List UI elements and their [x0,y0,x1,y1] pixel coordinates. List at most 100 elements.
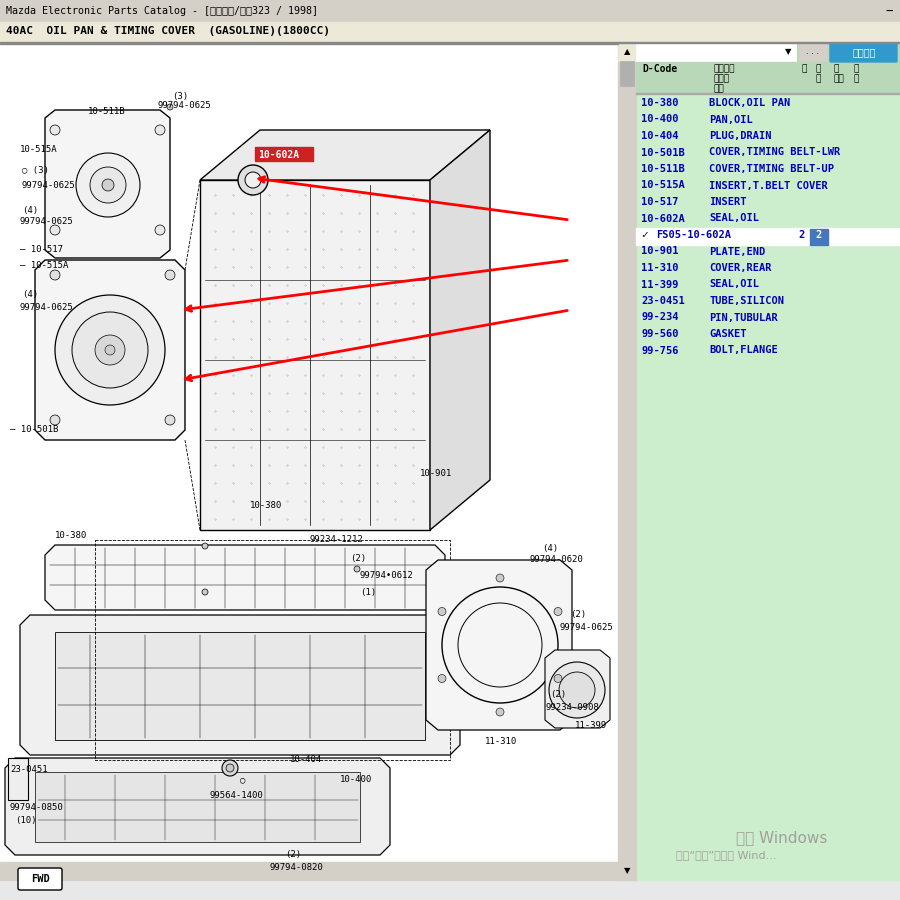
Text: PAN,OIL: PAN,OIL [709,114,752,124]
Bar [620,61,634,86]
Text: 99234-1212: 99234-1212 [310,536,364,544]
Circle shape [155,125,165,135]
Text: TUBE,SILICON: TUBE,SILICON [709,296,784,306]
Text: GASKET: GASKET [709,329,746,339]
Circle shape [238,165,268,195]
Circle shape [438,674,446,682]
Text: 订: 订 [816,64,822,73]
Bar [618,43,636,61]
Text: 11-399: 11-399 [641,280,679,290]
Polygon shape [200,180,430,530]
Text: FWD: FWD [31,874,50,884]
Text: 息。: 息。 [833,74,844,83]
Text: D-Code: D-Code [642,64,677,74]
Circle shape [554,608,562,616]
Circle shape [554,674,562,682]
Circle shape [102,179,114,191]
Text: — 10-515A: — 10-515A [20,260,68,269]
Text: 99-234: 99-234 [641,312,679,322]
Text: 99794-0625: 99794-0625 [560,624,614,633]
Text: 转到“设置”以激活 Wind...: 转到“设置”以激活 Wind... [676,850,777,860]
Bar [618,43,636,880]
Text: (2): (2) [550,690,566,699]
Bar [255,147,313,161]
Text: Mazda Electronic Parts Catalog - [目象图像/文本323 / 1998]: Mazda Electronic Parts Catalog - [目象图像/文… [6,6,318,16]
Circle shape [226,764,234,772]
Text: (4): (4) [542,544,558,553]
Text: FS05-10-602A: FS05-10-602A [656,230,731,240]
Text: 10-400: 10-400 [641,114,679,124]
Circle shape [549,662,605,718]
Text: 23-0451: 23-0451 [10,766,48,775]
Text: 10-901: 10-901 [641,247,679,256]
Text: 10-501B: 10-501B [641,148,685,157]
Text: 99794-0620: 99794-0620 [530,555,584,564]
Text: COVER,TIMING BELT-LWR: COVER,TIMING BELT-LWR [709,148,841,157]
Circle shape [55,295,165,405]
Circle shape [202,543,208,549]
Text: 购: 购 [816,74,822,83]
Polygon shape [45,545,445,610]
Circle shape [222,760,238,776]
Bar [636,228,900,245]
Text: 10-511B: 10-511B [641,164,685,174]
Polygon shape [545,650,610,728]
Text: 99794-0850: 99794-0850 [10,804,64,813]
Text: (2): (2) [350,554,366,562]
Text: . . .: . . . [806,48,820,57]
Circle shape [354,566,360,572]
Text: (1): (1) [360,588,376,597]
Circle shape [559,672,595,708]
Text: 99794-0820: 99794-0820 [270,863,324,872]
Text: 部件名称: 部件名称 [714,64,735,73]
Circle shape [50,225,60,235]
Text: 23-0451: 23-0451 [641,296,685,306]
Text: 99-560: 99-560 [641,329,679,339]
Text: BOLT,FLANGE: BOLT,FLANGE [709,346,778,356]
Text: BLOCK,OIL PAN: BLOCK,OIL PAN [709,98,790,108]
Bar [636,43,796,61]
Polygon shape [5,758,390,855]
Circle shape [167,104,173,110]
Text: 激活 Windows: 激活 Windows [736,830,827,845]
Circle shape [50,270,60,280]
Text: 10-380: 10-380 [250,500,283,509]
Text: 11-310: 11-310 [641,263,679,273]
Text: — 10-517: — 10-517 [20,246,63,255]
Text: 代: 代 [854,64,859,73]
Bar [810,229,828,245]
Circle shape [155,225,165,235]
Text: 11-399: 11-399 [575,721,608,730]
Polygon shape [430,130,490,530]
FancyBboxPatch shape [830,42,897,62]
Bar [799,43,827,61]
Bar [0,42,900,43]
Text: PLATE,END: PLATE,END [709,247,765,256]
Text: ✓: ✓ [641,230,648,240]
Text: 10-380: 10-380 [55,530,87,539]
Text: 99794-0625: 99794-0625 [158,101,211,110]
Text: ▼: ▼ [624,867,630,876]
Circle shape [438,608,446,616]
Text: (2): (2) [570,610,586,619]
Text: 99794-0625: 99794-0625 [20,218,74,227]
Text: INSERT: INSERT [709,197,746,207]
Text: 40AC  OIL PAN & TIMING COVER  (GASOLINE)(1800CC): 40AC OIL PAN & TIMING COVER (GASOLINE)(1… [6,26,330,36]
Polygon shape [426,560,572,730]
Text: 99794-0625: 99794-0625 [20,303,74,312]
Text: (2): (2) [285,850,302,860]
Text: 10-400: 10-400 [340,776,373,785]
Text: PIN,TUBULAR: PIN,TUBULAR [709,312,778,322]
Text: 说明: 说明 [714,84,724,93]
Text: 10-380: 10-380 [641,98,679,108]
Text: ○: ○ [240,776,246,785]
Circle shape [76,153,140,217]
Circle shape [165,415,175,425]
Polygon shape [8,758,28,800]
Polygon shape [35,260,185,440]
Text: 99794•0612: 99794•0612 [360,571,414,580]
Text: 部件号: 部件号 [714,74,730,83]
Text: INSERT,T.BELT COVER: INSERT,T.BELT COVER [709,181,828,191]
Text: 信: 信 [833,64,839,73]
Text: 10-602A: 10-602A [641,213,685,223]
